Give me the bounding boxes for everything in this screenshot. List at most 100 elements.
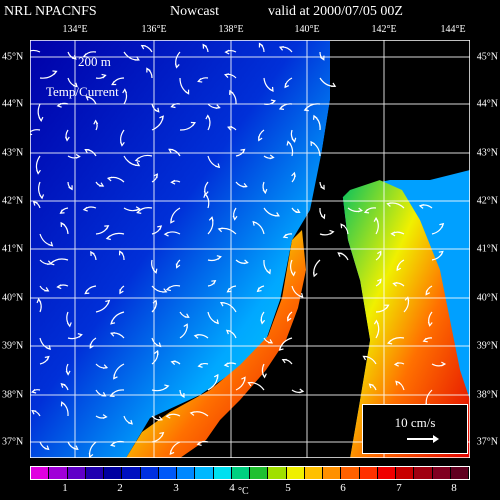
arrowhead-icon [128,419,134,425]
arrowhead-icon [258,42,264,48]
arrowhead-icon [106,176,113,182]
arrowhead-icon [122,88,128,94]
arrowhead-icon [262,188,268,195]
arrowhead-icon [152,299,158,305]
lat-left-40: 40°N [2,292,24,304]
arrowhead-icon [270,99,277,105]
arrowhead-icon [101,73,107,79]
arrowhead-icon [113,374,118,380]
arrowhead-icon [146,67,151,73]
arrowhead-icon [90,250,95,257]
arrowhead-icon [52,70,58,75]
arrowhead-icon [268,339,274,344]
arrowhead-icon [252,220,258,226]
arrowhead-icon [310,140,315,146]
arrowhead-icon [320,214,326,220]
arrowhead-icon [363,208,370,214]
arrowhead-icon [44,355,50,361]
product-title: Nowcast [170,4,219,19]
arrowhead-icon [214,319,219,325]
color-bar-swatch [49,467,68,479]
arrowhead-icon [291,137,297,143]
lat-right-37: 37°N [476,436,498,448]
arrowhead-icon [135,161,141,167]
arrowhead-icon [110,319,116,325]
current-streamline [30,129,41,133]
arrowhead-icon [102,364,109,369]
depth-label: 200 m [78,54,111,69]
arrowhead-icon [60,383,66,388]
vector-scale-arrow-icon [407,435,439,443]
arrowhead-icon [180,392,185,399]
arrowhead-icon [31,388,37,394]
arrowhead-icon [193,333,199,339]
arrowhead-icon [36,297,42,304]
color-bar-swatch [195,467,214,479]
arrowhead-icon [278,46,285,51]
arrowhead-icon [284,83,290,89]
color-bar-swatch [158,467,177,479]
lat-left-42: 42°N [2,195,24,207]
lat-right-44: 44°N [476,98,498,110]
color-bar-swatch [250,467,269,479]
lon-label-134: 134°E [62,24,88,35]
arrowhead-icon [286,140,292,146]
arrowhead-icon [32,200,38,206]
arrowhead-icon [48,241,54,247]
arrowhead-icon [278,345,284,351]
arrowhead-icon [190,121,197,127]
temperature-current-map [30,40,470,458]
arrowhead-icon [260,319,266,325]
cbar-tick-6: 6 [340,482,346,494]
arrowhead-icon [224,49,230,55]
arrowhead-icon [227,126,233,131]
arrowhead-icon [64,136,70,142]
arrowhead-icon [44,287,50,292]
arrowhead-icon [219,302,226,307]
arrowhead-icon [60,221,65,227]
arrowhead-icon [418,204,424,209]
lat-left-38: 38°N [2,389,24,401]
arrowhead-icon [215,163,221,169]
warm-coastal-water [126,230,306,458]
arrowhead-icon [134,157,140,163]
arrowhead-icon [329,229,335,235]
arrowhead-icon [282,233,288,239]
color-bar-swatch [377,467,396,479]
arrowhead-icon [256,287,262,293]
arrowhead-icon [99,182,105,187]
color-bar-swatch [231,467,250,479]
arrowhead-icon [46,345,52,351]
arrowhead-icon [247,381,253,387]
cbar-unit: °C [238,486,249,497]
color-bar-swatch [432,467,451,479]
current-streamline [30,49,41,53]
arrowhead-icon [373,319,379,325]
lon-label-136: 136°E [141,24,167,35]
arrowhead-icon [101,392,107,397]
arrowhead-icon [39,194,45,200]
arrowhead-icon [159,115,164,121]
arrowhead-icon [290,271,296,277]
arrowhead-icon [56,102,62,108]
valid-time: valid at 2000/07/05 00Z [268,4,403,19]
arrowhead-icon [38,116,44,123]
arrowhead-icon [170,360,176,366]
arrowhead-icon [44,445,50,451]
color-bar-swatch [359,467,378,479]
color-bar-swatch [341,467,360,479]
arrowhead-icon [386,339,393,345]
arrowhead-icon [441,361,447,367]
field-label: Temp/Current [46,84,119,99]
lat-left-44: 44°N [2,98,24,110]
cbar-tick-2: 2 [117,482,123,494]
arrowhead-icon [225,329,231,335]
lat-right-45: 45°N [476,51,498,63]
arrowhead-icon [226,287,232,293]
arrowhead-icon [269,154,275,160]
arrowhead-icon [156,342,162,348]
arrowhead-icon [175,263,181,269]
arrowhead-icon [65,370,71,376]
arrowhead-icon [73,445,79,450]
current-vectors [30,42,447,458]
